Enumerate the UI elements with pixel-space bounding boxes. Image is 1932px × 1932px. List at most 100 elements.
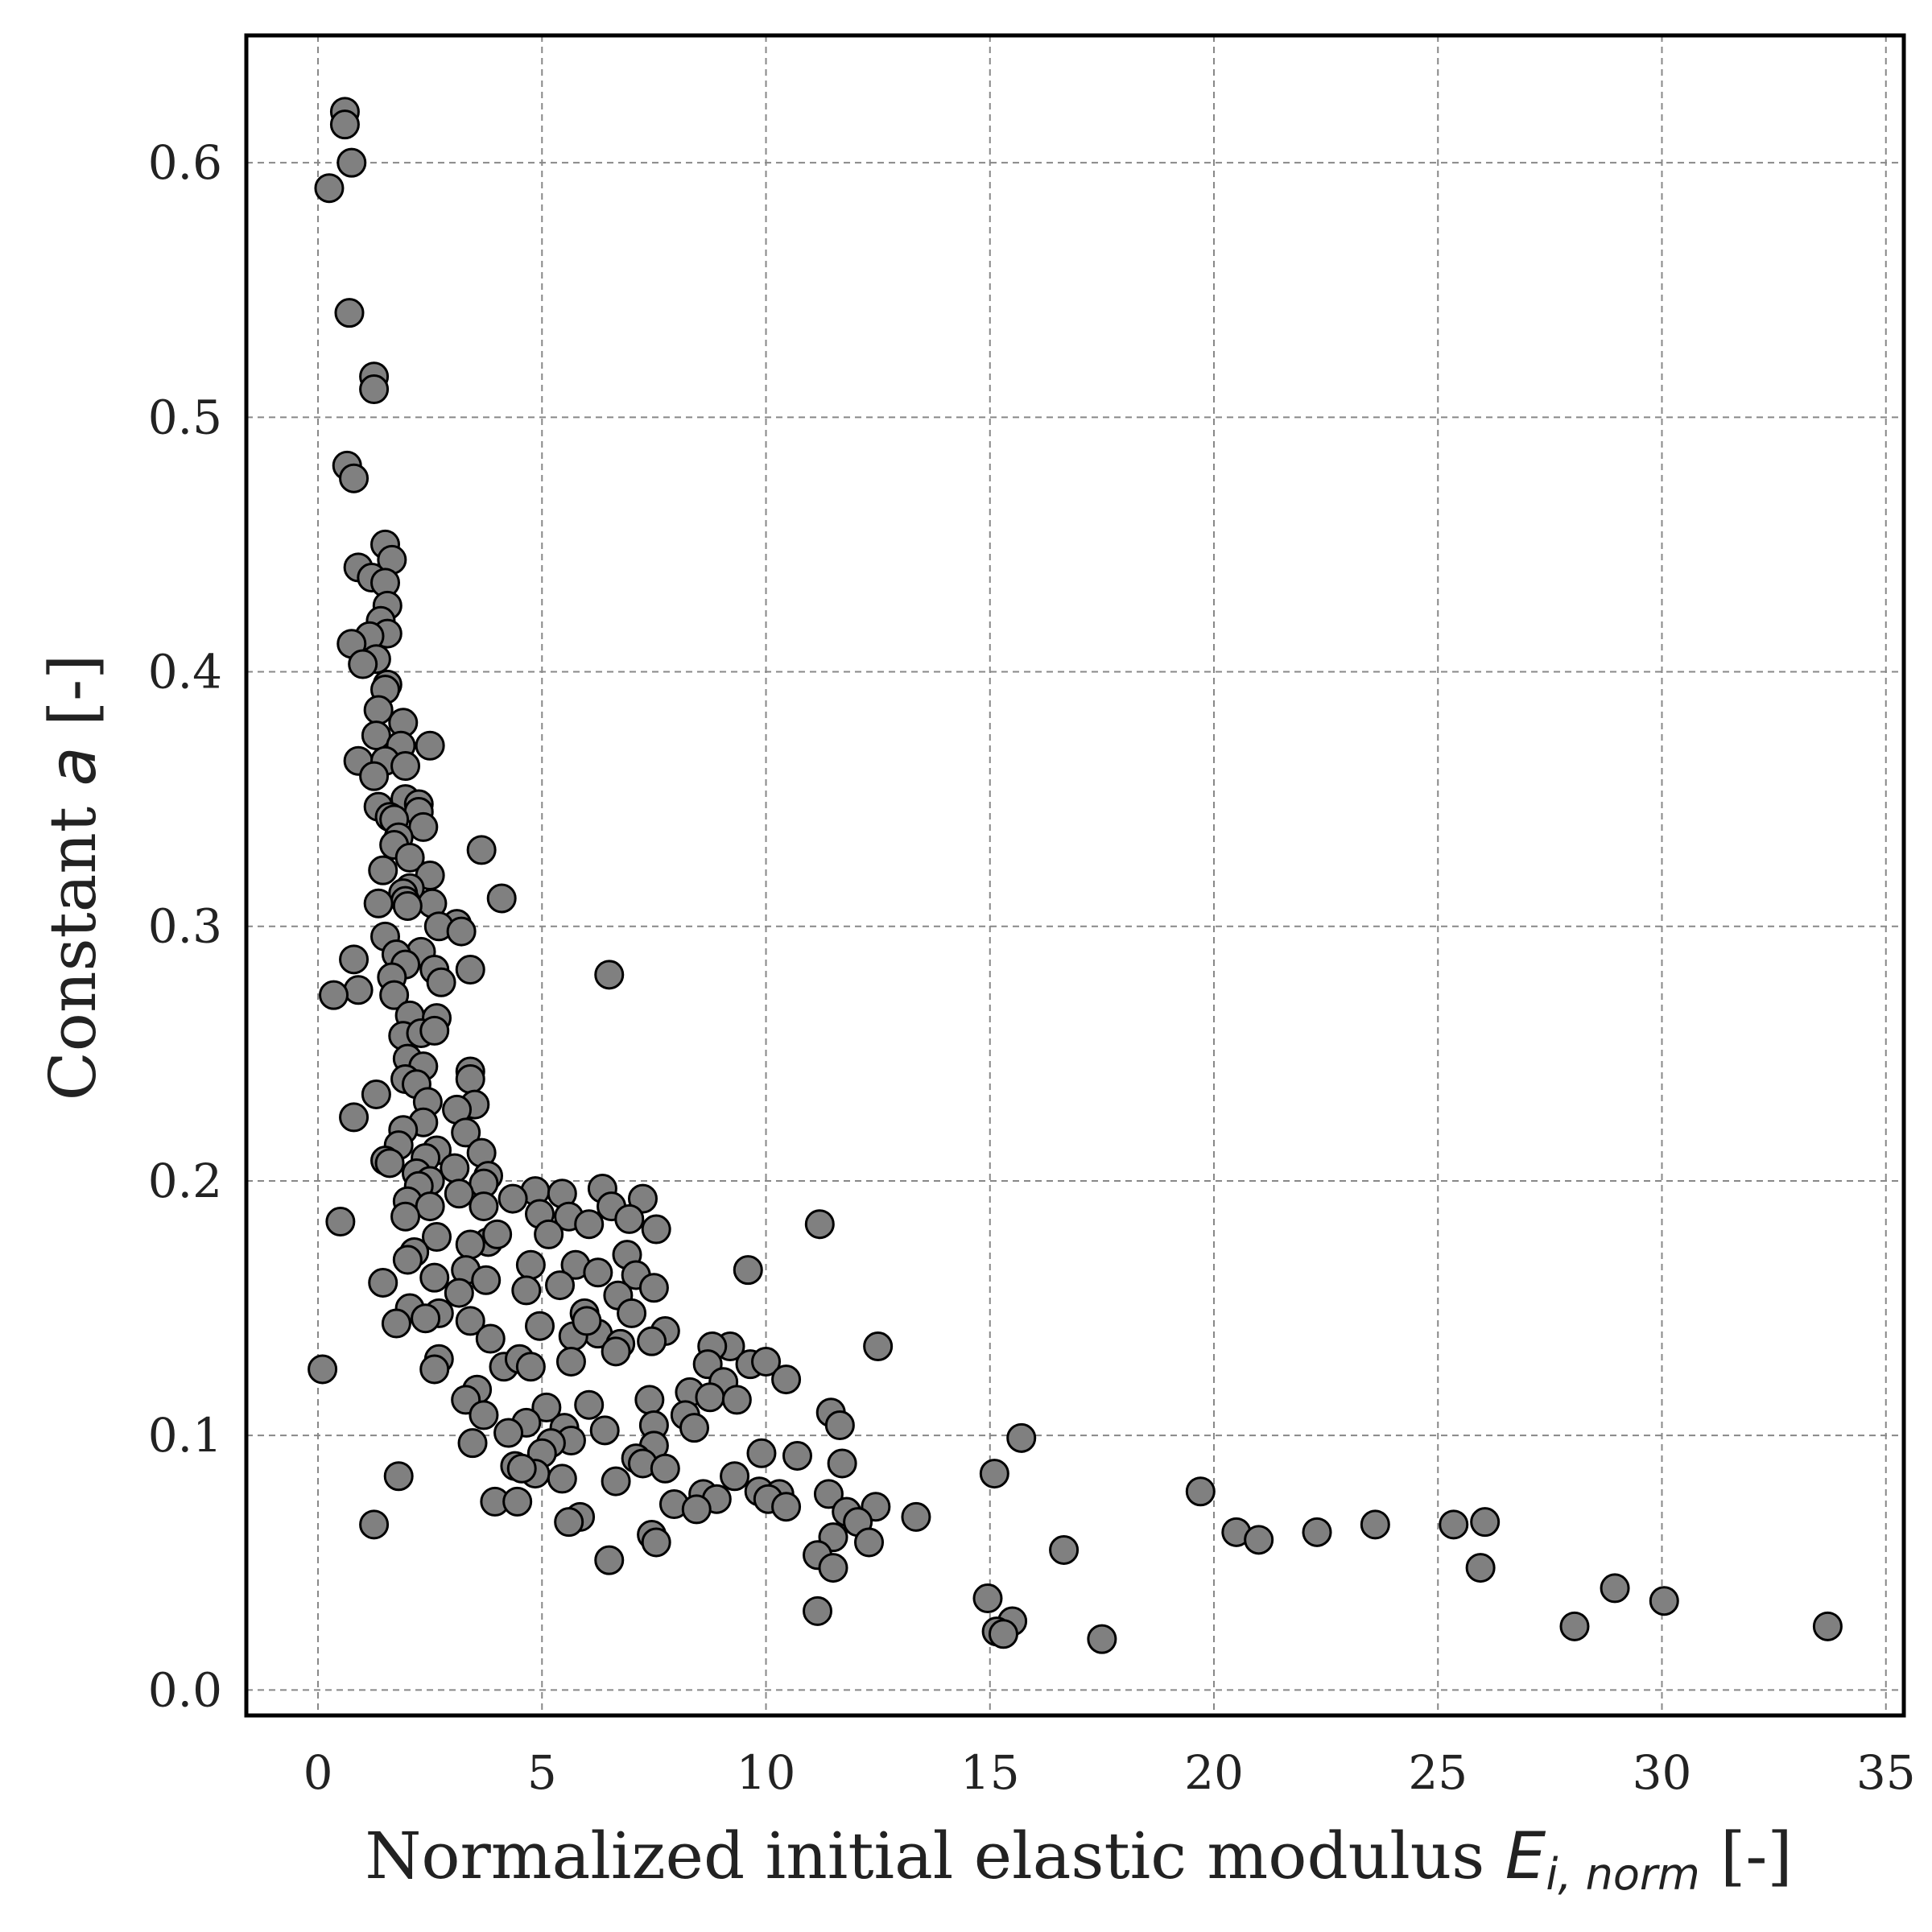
data-point (594, 1545, 625, 1575)
data-point (638, 1273, 669, 1303)
data-point (469, 1400, 499, 1430)
data-point (482, 1219, 513, 1249)
data-point (901, 1501, 931, 1532)
data-point (379, 980, 410, 1010)
data-point (361, 1079, 391, 1109)
data-point (547, 1463, 577, 1494)
data-point (695, 1382, 725, 1413)
y-tick-label: 0.6 (148, 135, 222, 190)
y-tick-label: 0.3 (148, 899, 222, 954)
data-point (444, 1278, 474, 1308)
data-point (314, 173, 345, 204)
data-point (531, 1392, 562, 1422)
data-point (359, 1509, 390, 1540)
data-point (394, 842, 425, 873)
data-point (554, 1507, 584, 1538)
data-point (813, 1479, 844, 1509)
data-point (359, 374, 390, 405)
data-point (583, 1257, 613, 1288)
x-tick-label: 0 (303, 1745, 333, 1800)
data-point (601, 1466, 631, 1496)
data-point (475, 1323, 506, 1354)
data-point (574, 1389, 605, 1420)
data-point (863, 1331, 894, 1361)
data-point (455, 1306, 485, 1336)
data-point (363, 888, 394, 919)
data-point (574, 1209, 605, 1240)
data-point (419, 1262, 450, 1293)
x-tick-label: 35 (1856, 1745, 1916, 1800)
data-point (339, 944, 369, 975)
data-point (381, 1308, 411, 1339)
data-point (1006, 1422, 1037, 1453)
data-point (1087, 1624, 1117, 1654)
data-point (572, 1306, 602, 1336)
data-point (1360, 1509, 1390, 1540)
data-point (469, 1191, 499, 1222)
x-axis-title-prefix: Normalized initial elastic modulus (365, 1818, 1505, 1893)
data-point (1470, 1507, 1501, 1538)
data-point (361, 720, 391, 751)
x-tick-label: 25 (1408, 1745, 1468, 1800)
y-axis-title: Constant a [-] (35, 654, 110, 1101)
x-axis-title-subscript: i, norm (1546, 1849, 1699, 1900)
data-point (679, 1413, 709, 1443)
data-point (339, 463, 369, 493)
data-point (1812, 1611, 1843, 1641)
data-point (601, 1336, 631, 1367)
x-tick-label: 15 (960, 1745, 1020, 1800)
data-point (545, 1270, 576, 1301)
data-point (746, 1438, 777, 1468)
data-point (804, 1209, 835, 1240)
data-point (854, 1527, 885, 1558)
data-point (329, 109, 360, 140)
data-point (334, 298, 365, 328)
data-point (641, 1527, 671, 1558)
data-point (444, 1179, 474, 1209)
data-point (497, 1183, 528, 1214)
data-point (493, 1418, 524, 1448)
data-point (1600, 1573, 1630, 1604)
data-point (325, 1207, 356, 1237)
data-point (383, 1461, 414, 1492)
data-point (681, 1494, 712, 1525)
data-point (466, 835, 497, 865)
y-tick-label: 0.5 (148, 390, 222, 444)
data-point (634, 1385, 665, 1415)
data-point (419, 1015, 450, 1046)
data-point (627, 1183, 658, 1214)
y-axis-title-prefix: Constant (35, 786, 110, 1101)
data-point (455, 1229, 485, 1260)
plot-frame (244, 33, 1906, 1718)
data-point (368, 855, 398, 886)
data-point (614, 1203, 645, 1234)
data-point (471, 1265, 502, 1295)
data-point (1049, 1534, 1080, 1565)
data-point (782, 1440, 812, 1471)
data-point (336, 147, 367, 178)
data-point (1185, 1476, 1216, 1507)
x-tick-label: 10 (737, 1745, 796, 1800)
data-point (506, 1453, 537, 1484)
data-point (419, 1354, 450, 1385)
data-point (650, 1453, 680, 1484)
data-point (446, 916, 477, 947)
x-tick-label: 30 (1633, 1745, 1692, 1800)
data-point (319, 980, 349, 1010)
data-point (589, 1415, 620, 1446)
data-point (515, 1352, 546, 1382)
x-tick-labels: 0 5 10 15 20 25 30 35 (303, 1745, 1916, 1800)
data-point (502, 1486, 533, 1517)
data-point (641, 1214, 671, 1245)
data-point (368, 1267, 398, 1298)
data-point (637, 1326, 667, 1356)
data-point (827, 1448, 857, 1479)
data-point (1649, 1586, 1679, 1616)
data-point (408, 811, 439, 842)
data-point (440, 1153, 470, 1183)
data-point (415, 730, 445, 761)
data-point (771, 1364, 802, 1395)
data-point (363, 695, 394, 725)
data-point (733, 1255, 763, 1286)
